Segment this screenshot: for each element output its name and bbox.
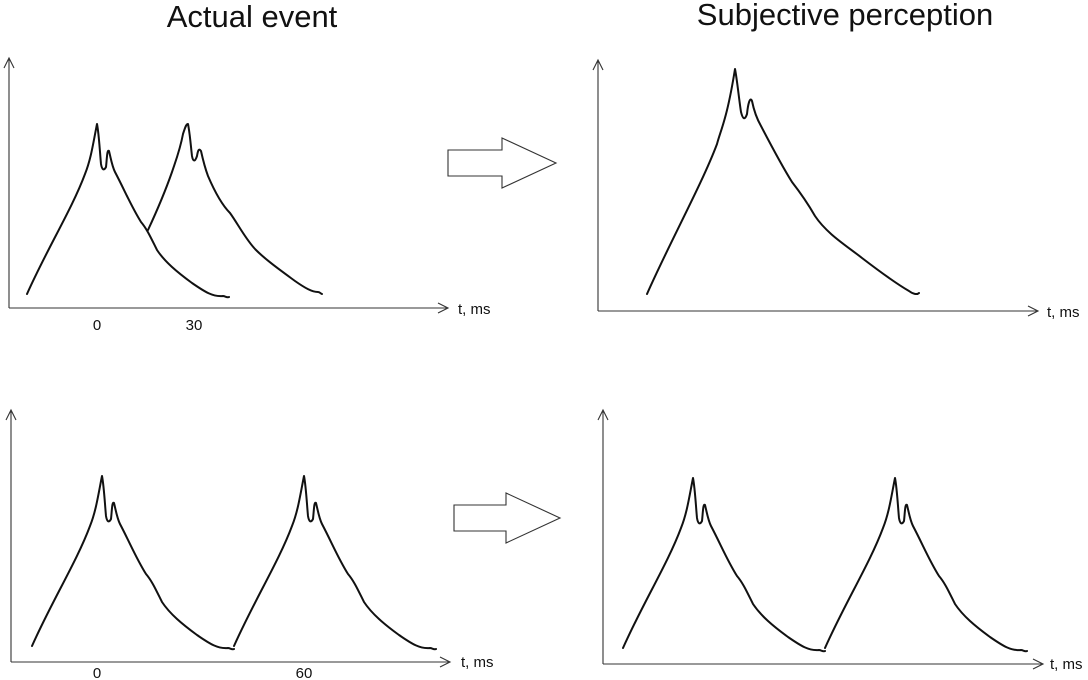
y-axis [592,58,604,311]
panel-top-left: t, ms 0 30 [3,56,491,334]
y-axis [597,408,609,664]
transform-arrow-bottom [453,492,562,544]
panel-top-right: t, ms [592,58,1080,321]
title-subjective-perception: Subjective perception [697,0,993,32]
y-axis [5,408,17,662]
pulse-1 [31,475,235,651]
x-axis [603,658,1045,670]
x-axis-label: t, ms [461,654,494,671]
x-axis-label: t, ms [1047,304,1080,321]
title-actual-event: Actual event [167,0,338,34]
transform-arrow-top [447,137,558,189]
panel-bottom-left: t, ms 0 60 [5,408,494,680]
tick-label-0: 0 [93,317,101,334]
x-axis [598,305,1040,317]
pulse-2 [233,475,437,651]
x-axis [9,302,450,314]
panel-bottom-right: t, ms [597,408,1083,673]
tick-label-60: 60 [296,665,313,680]
x-axis-label: t, ms [458,301,491,318]
x-axis [11,656,452,668]
pulse-1 [622,477,826,653]
pulse-2 [147,123,323,295]
pulse-2 [824,477,1028,653]
tick-label-0: 0 [93,665,101,680]
tick-label-30: 30 [186,317,203,334]
x-axis-label: t, ms [1050,656,1083,673]
merged-pulse [646,68,920,296]
y-axis [3,56,15,308]
